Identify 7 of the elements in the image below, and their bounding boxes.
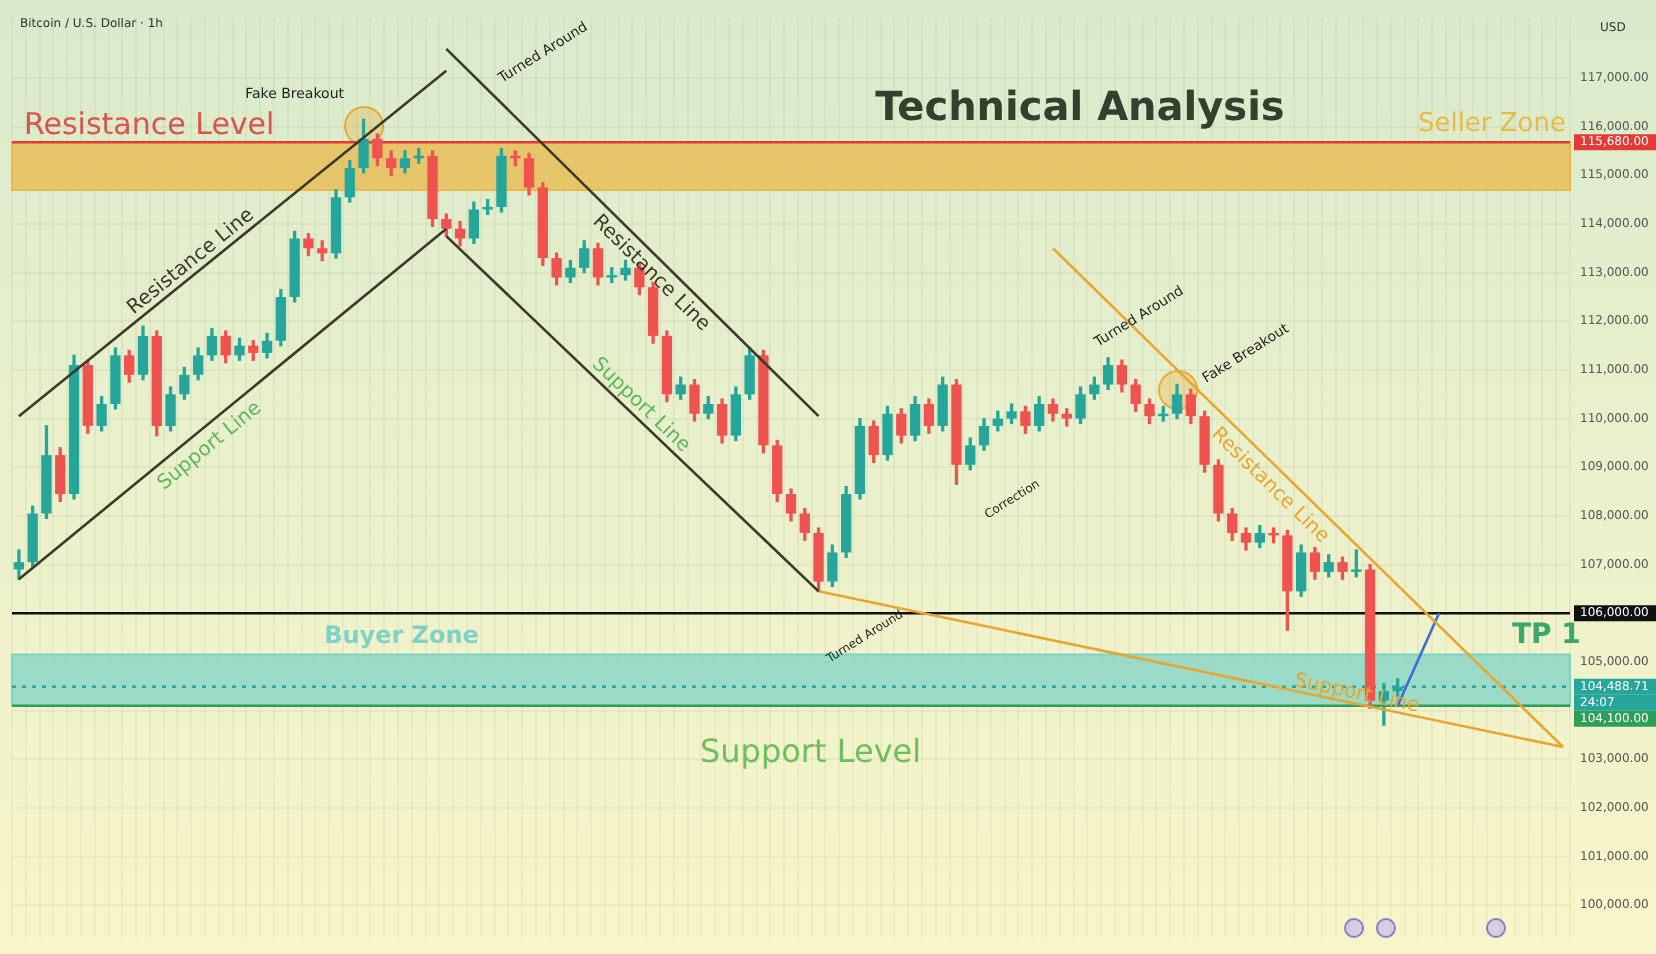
annotation: Resistance Level (24, 105, 275, 142)
band-label: Buyer Zone (324, 620, 479, 649)
annotation: Support Level (700, 732, 922, 771)
band-label: Seller Zone (1417, 109, 1566, 139)
text: Technical Analysis (875, 82, 1285, 131)
text: Support Line (1292, 670, 1422, 718)
annotation: TP 1 (1512, 619, 1581, 652)
